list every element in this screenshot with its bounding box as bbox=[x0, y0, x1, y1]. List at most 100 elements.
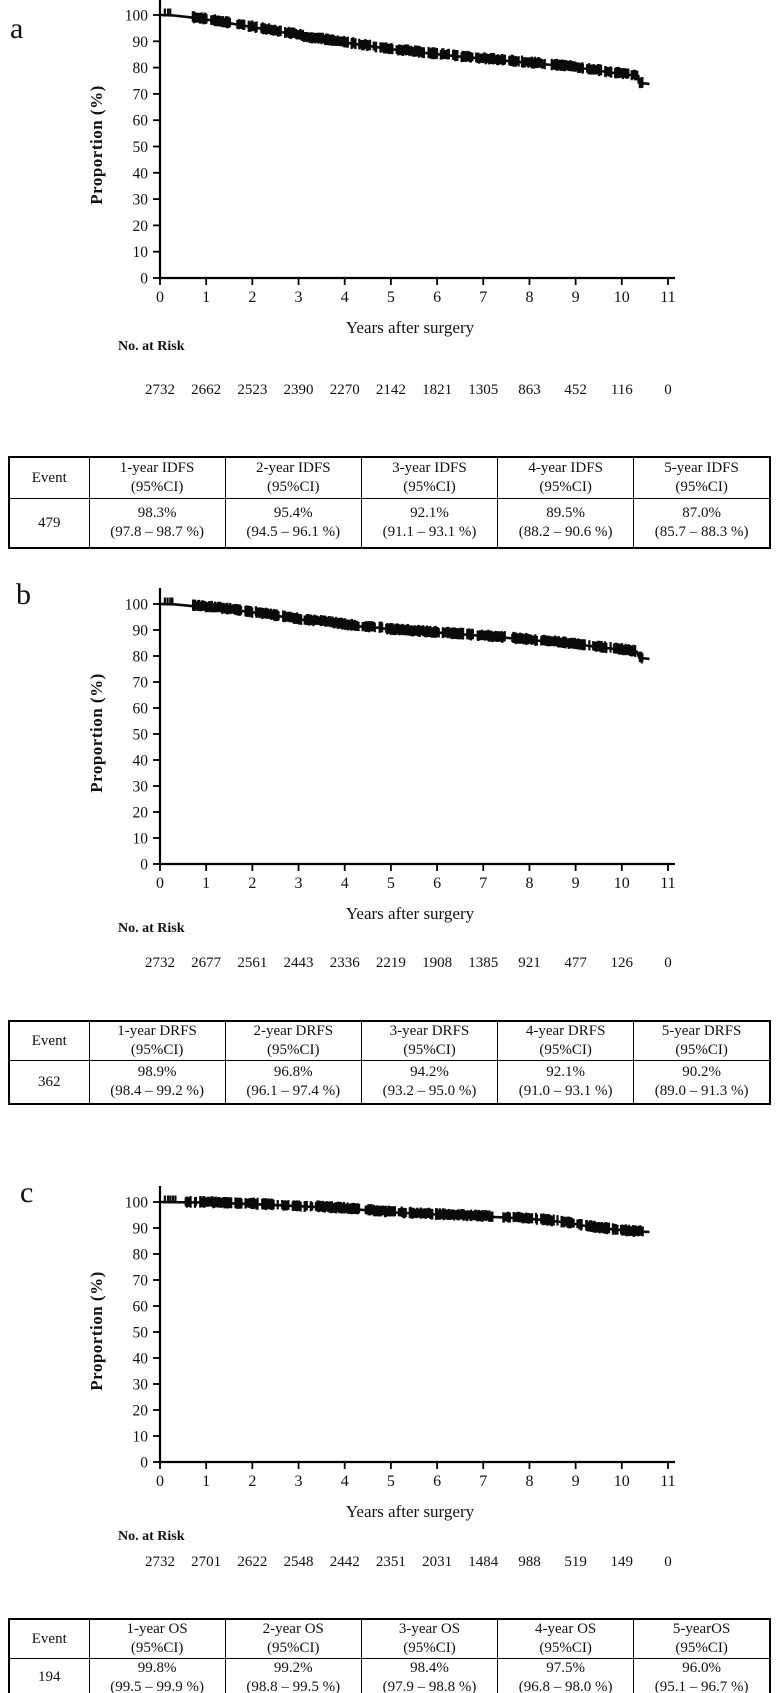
risk-count: 2677 bbox=[191, 955, 222, 971]
svg-text:80: 80 bbox=[133, 649, 149, 666]
risk-count: 2732 bbox=[145, 1554, 175, 1570]
svg-text:100: 100 bbox=[125, 1195, 149, 1212]
risk-count: 2701 bbox=[191, 1554, 222, 1570]
risk-count: 2561 bbox=[237, 955, 268, 971]
svg-text:1: 1 bbox=[202, 875, 210, 892]
table-data-cell: 99.8% (99.5 – 99.9 %) bbox=[88, 1658, 226, 1693]
table-data-cell: 87.0% (85.7 – 88.3 %) bbox=[633, 498, 771, 549]
risk-count: 2142 bbox=[375, 382, 406, 398]
svg-text:0: 0 bbox=[140, 271, 148, 288]
table-data-cell: 89.5% (88.2 – 90.6 %) bbox=[497, 498, 635, 549]
svg-text:0: 0 bbox=[156, 289, 164, 306]
svg-text:10: 10 bbox=[614, 289, 630, 306]
table-header-cell: Event bbox=[8, 456, 90, 499]
km-censor-marks-b bbox=[163, 597, 644, 664]
km-plot-a: 0 10 20 30 40 50 60 70 80 90 100 0 1 2 3 4 5 6 7 8 9 10 11 bbox=[125, 0, 676, 306]
svg-text:7: 7 bbox=[479, 289, 487, 306]
svg-text:11: 11 bbox=[660, 289, 675, 306]
table-data-cell: 92.1% (91.0 – 93.1 %) bbox=[497, 1060, 635, 1105]
table-header-cell: 3-year OS (95%CI) bbox=[360, 1618, 499, 1659]
svg-text:20: 20 bbox=[133, 1403, 149, 1420]
svg-text:2: 2 bbox=[248, 875, 256, 892]
y-axis-label-c: Proportion (%) bbox=[87, 1271, 106, 1391]
svg-text:90: 90 bbox=[133, 34, 149, 51]
svg-text:40: 40 bbox=[133, 1351, 149, 1368]
panel-label-c: c bbox=[20, 1176, 34, 1209]
svg-text:50: 50 bbox=[133, 139, 149, 156]
risk-count: 0 bbox=[664, 382, 672, 398]
no-at-risk-label-b: No. at Risk bbox=[118, 921, 185, 936]
table-header-cell: 4-year OS (95%CI) bbox=[497, 1618, 635, 1659]
x-axis-label-c: Years after surgery bbox=[345, 1502, 475, 1521]
svg-text:1: 1 bbox=[202, 1473, 210, 1490]
svg-text:100: 100 bbox=[125, 597, 149, 614]
table-header-cell: 5-year IDFS (95%CI) bbox=[633, 456, 771, 499]
svg-text:10: 10 bbox=[614, 1473, 630, 1490]
table-data-cell: 94.2% (93.2 – 95.0 %) bbox=[360, 1060, 499, 1105]
svg-text:6: 6 bbox=[433, 1473, 441, 1490]
svg-text:70: 70 bbox=[133, 86, 149, 103]
table-data-cell: 479 bbox=[8, 498, 90, 549]
svg-text:4: 4 bbox=[341, 875, 349, 892]
table-data-cell: 99.2% (98.8 – 99.5 %) bbox=[224, 1658, 362, 1693]
svg-text:4: 4 bbox=[341, 1473, 349, 1490]
svg-text:1: 1 bbox=[202, 289, 210, 306]
risk-count: 519 bbox=[564, 1554, 587, 1570]
outcome-table-c: Event 1-year OS (95%CI) 2-year OS (95%CI) 3-y… bbox=[8, 1618, 771, 1693]
no-at-risk-label-a: No. at Risk bbox=[118, 339, 185, 354]
svg-text:0: 0 bbox=[156, 1473, 164, 1490]
svg-text:3: 3 bbox=[295, 289, 303, 306]
risk-count: 1908 bbox=[422, 955, 453, 971]
svg-text:9: 9 bbox=[572, 289, 580, 306]
table-data-cell: 97.5% (96.8 – 98.0 %) bbox=[497, 1658, 635, 1693]
svg-text:10: 10 bbox=[133, 1429, 149, 1446]
svg-text:70: 70 bbox=[133, 1273, 149, 1290]
svg-text:3: 3 bbox=[295, 875, 303, 892]
risk-count: 2270 bbox=[329, 382, 360, 398]
svg-text:0: 0 bbox=[140, 857, 148, 874]
table-data-cell: 90.2% (89.0 – 91.3 %) bbox=[633, 1060, 771, 1105]
risk-count: 2219 bbox=[375, 955, 406, 971]
svg-text:5: 5 bbox=[387, 289, 395, 306]
table-data-cell: 98.9% (98.4 – 99.2 %) bbox=[88, 1060, 226, 1105]
outcome-table-a: Event 1-year IDFS (95%CI) 2-year IDFS (95%CI… bbox=[8, 456, 771, 549]
svg-text:40: 40 bbox=[133, 165, 149, 182]
risk-row-b: 2732 2677 2561 2443 2336 2219 1908 1385 921 477 12… bbox=[0, 955, 777, 975]
svg-text:80: 80 bbox=[133, 1247, 149, 1264]
svg-text:7: 7 bbox=[479, 875, 487, 892]
svg-text:9: 9 bbox=[572, 1473, 580, 1490]
km-censor-marks-a bbox=[163, 8, 644, 89]
risk-count: 2622 bbox=[237, 1554, 268, 1570]
table-header-cell: 2-year IDFS (95%CI) bbox=[224, 456, 362, 499]
risk-count: 2732 bbox=[145, 955, 175, 971]
svg-text:5: 5 bbox=[387, 1473, 395, 1490]
panel-label-b: b bbox=[16, 578, 31, 611]
table-data-cell: 98.3% (97.8 – 98.7 %) bbox=[88, 498, 226, 549]
risk-count: 2390 bbox=[283, 382, 314, 398]
svg-text:90: 90 bbox=[133, 1221, 149, 1238]
x-axis-label-b: Years after surgery bbox=[345, 904, 475, 923]
risk-count: 2662 bbox=[191, 382, 222, 398]
table-header-cell: 3-year DRFS (95%CI) bbox=[360, 1020, 499, 1061]
risk-count: 0 bbox=[664, 1554, 672, 1570]
risk-count: 452 bbox=[564, 382, 587, 398]
table-data-cell: 98.4% (97.9 – 98.8 %) bbox=[360, 1658, 499, 1693]
svg-text:10: 10 bbox=[614, 875, 630, 892]
risk-count: 2523 bbox=[237, 382, 268, 398]
y-axis-label-a: Proportion (%) bbox=[87, 85, 106, 205]
risk-count: 1305 bbox=[468, 382, 499, 398]
svg-text:60: 60 bbox=[133, 1299, 149, 1316]
risk-count: 126 bbox=[610, 955, 634, 971]
risk-count: 921 bbox=[518, 955, 541, 971]
risk-count: 1385 bbox=[468, 955, 499, 971]
risk-count: 116 bbox=[610, 382, 633, 398]
risk-count: 0 bbox=[664, 955, 672, 971]
table-header-cell: 3-year IDFS (95%CI) bbox=[360, 456, 499, 499]
no-at-risk-label-c: No. at Risk bbox=[118, 1529, 185, 1544]
svg-text:70: 70 bbox=[133, 675, 149, 692]
svg-text:50: 50 bbox=[133, 1325, 149, 1342]
svg-text:0: 0 bbox=[156, 875, 164, 892]
risk-row-a: 2732 2662 2523 2390 2270 2142 1821 1305 863 452 11… bbox=[0, 382, 777, 402]
